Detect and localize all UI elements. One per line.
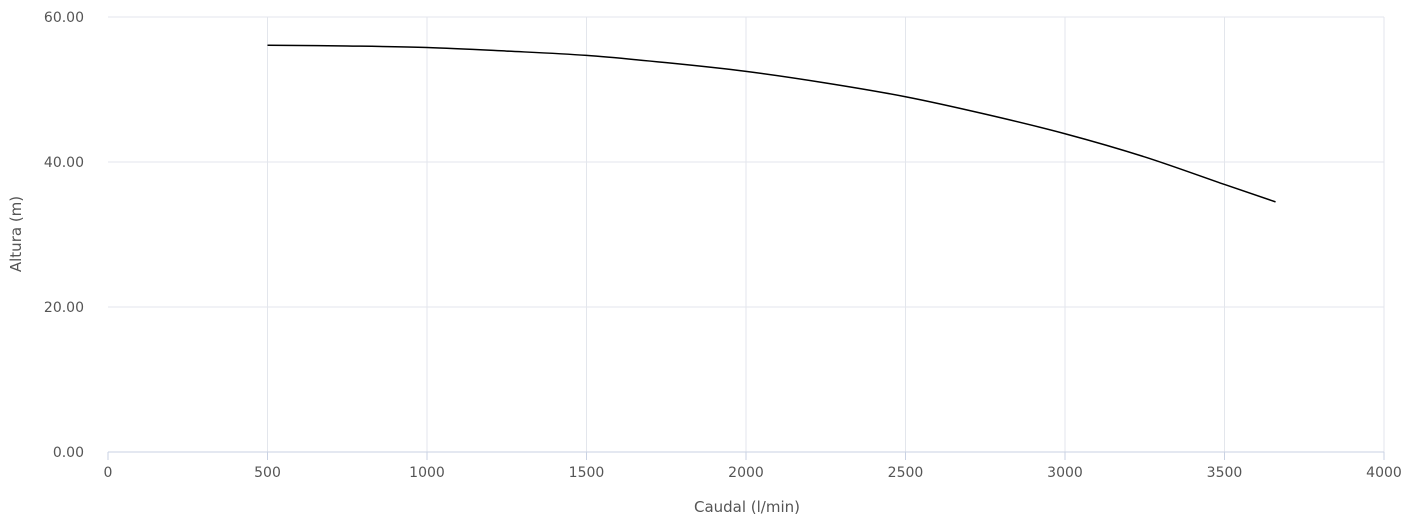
- grid-lines: [108, 16, 1385, 452]
- y-axis-title: Altura (m): [7, 196, 25, 272]
- x-tick-label: 2500: [888, 465, 924, 481]
- x-tick-label: 3000: [1047, 465, 1083, 481]
- series-line: [267, 44, 1276, 203]
- axes: [107, 451, 1385, 460]
- x-axis-title: Caudal (l/min): [694, 498, 800, 516]
- y-tick-label: 20.00: [44, 300, 84, 316]
- x-tick-label: 2000: [728, 465, 764, 481]
- y-tick-label: 0.00: [53, 445, 84, 461]
- y-tick-labels: 0.00 20.00 40.00 60.00: [44, 10, 84, 461]
- x-tick-label: 1000: [409, 465, 445, 481]
- x-tick-labels: 0 500 1000 1500 2000 2500 3000 3500 4000: [104, 465, 1402, 481]
- x-tick-label: 0: [104, 465, 113, 481]
- series-group: [267, 44, 1276, 203]
- y-tick-label: 60.00: [44, 10, 84, 26]
- x-tick-label: 3500: [1207, 465, 1243, 481]
- x-tick-label: 500: [254, 465, 281, 481]
- x-tick-label: 4000: [1366, 465, 1402, 481]
- x-tick-label: 1500: [569, 465, 605, 481]
- y-tick-label: 40.00: [44, 155, 84, 171]
